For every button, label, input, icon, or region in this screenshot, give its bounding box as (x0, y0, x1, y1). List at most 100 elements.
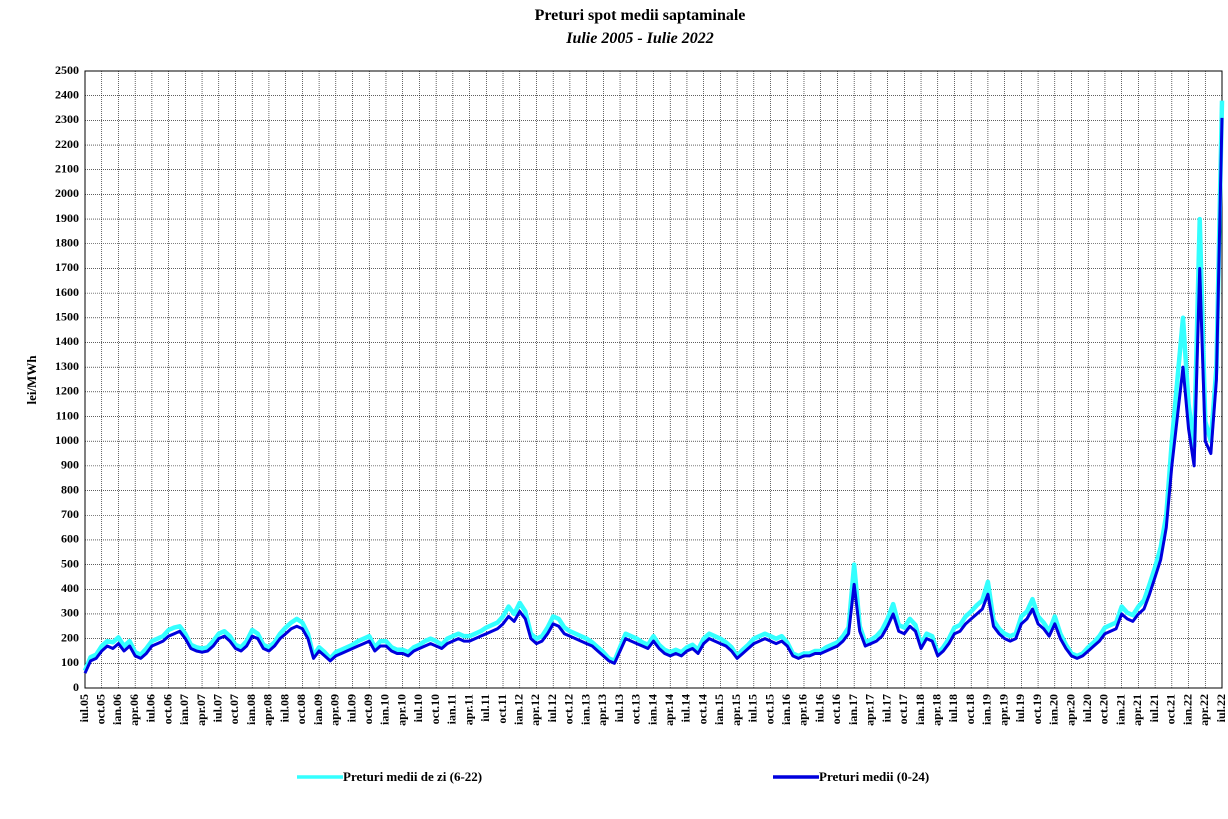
x-tick-label: apr.09 (328, 694, 342, 726)
x-tick-label: oct.05 (93, 694, 107, 724)
x-tick-label: apr.17 (863, 694, 877, 726)
x-tick-label: ian.11 (445, 694, 459, 724)
x-tick-label: iul.12 (545, 694, 559, 722)
x-tick-label: apr.10 (394, 694, 408, 726)
y-tick-label: 2200 (55, 137, 79, 151)
y-tick-label: 0 (73, 680, 79, 694)
x-tick-label: ian.10 (378, 694, 392, 725)
x-tick-label: apr.11 (461, 694, 475, 725)
x-tick-label: oct.10 (428, 694, 442, 724)
x-tick-label: apr.22 (1197, 694, 1211, 726)
y-tick-label: 1800 (55, 236, 79, 250)
x-tick-label: ian.08 (244, 694, 258, 725)
x-tick-label: apr.18 (930, 694, 944, 726)
x-tick-label: apr.21 (1130, 694, 1144, 726)
x-tick-label: iul.14 (679, 694, 693, 722)
x-tick-label: oct.18 (963, 694, 977, 724)
x-tick-label: iul.13 (612, 694, 626, 722)
x-tick-label: ian.22 (1180, 694, 1194, 725)
chart-title: Preturi spot medii saptaminale (535, 7, 746, 24)
y-axis-label: lei/MWh (24, 355, 39, 405)
chart-subtitle: Iulie 2005 - Iulie 2022 (565, 30, 714, 47)
x-tick-label: apr.16 (796, 694, 810, 726)
y-tick-label: 100 (61, 655, 79, 669)
x-tick-label: oct.08 (294, 694, 308, 724)
x-tick-label: apr.15 (729, 694, 743, 726)
x-tick-label: ian.14 (645, 694, 659, 725)
y-tick-label: 1100 (56, 408, 79, 422)
x-tick-label: iul.10 (411, 694, 425, 722)
y-tick-label: 300 (61, 606, 79, 620)
x-tick-label: ian.09 (311, 694, 325, 725)
x-tick-label: ian.21 (1113, 694, 1127, 725)
series-line (82, 100, 1225, 672)
x-tick-label: ian.20 (1047, 694, 1061, 725)
x-tick-label: iul.06 (144, 694, 158, 722)
y-tick-label: 1700 (55, 260, 79, 274)
x-tick-label: iul.05 (77, 694, 91, 722)
x-tick-label: apr.07 (194, 694, 208, 726)
y-tick-label: 700 (61, 507, 79, 521)
x-tick-label: oct.11 (495, 694, 509, 724)
y-tick-label: 200 (61, 630, 79, 644)
x-tick-label: ian.18 (913, 694, 927, 725)
y-tick-label: 2500 (55, 63, 79, 77)
x-tick-label: apr.19 (996, 694, 1010, 726)
y-tick-label: 1300 (55, 359, 79, 373)
y-tick-label: 2100 (55, 161, 79, 175)
legend-label: Preturi medii (0-24) (819, 769, 929, 784)
x-tick-label: iul.17 (879, 694, 893, 722)
y-tick-label: 500 (61, 556, 79, 570)
y-tick-label: 1900 (55, 211, 79, 225)
x-tick-label: oct.06 (160, 694, 174, 724)
x-tick-label: iul.22 (1214, 694, 1228, 722)
y-tick-label: 2300 (55, 112, 79, 126)
x-tick-label: oct.20 (1097, 694, 1111, 724)
x-tick-label: oct.14 (695, 694, 709, 724)
x-tick-label: apr.12 (528, 694, 542, 726)
x-tick-label: oct.19 (1030, 694, 1044, 724)
x-tick-label: ian.15 (712, 694, 726, 725)
x-tick-label: oct.07 (227, 694, 241, 724)
x-tick-label: oct.15 (762, 694, 776, 724)
y-tick-label: 600 (61, 532, 79, 546)
y-tick-label: 900 (61, 458, 79, 472)
x-tick-label: ian.17 (846, 694, 860, 725)
x-tick-label: iul.18 (946, 694, 960, 722)
x-tick-label: ian.16 (779, 694, 793, 725)
y-tick-label: 1400 (55, 334, 79, 348)
x-tick-label: iul.16 (812, 694, 826, 722)
x-tick-label: oct.17 (896, 694, 910, 724)
x-tick-label: iul.15 (746, 694, 760, 722)
x-tick-label: ian.19 (980, 694, 994, 725)
y-tick-label: 1200 (55, 384, 79, 398)
y-tick-label: 2000 (55, 186, 79, 200)
x-tick-label: iul.20 (1080, 694, 1094, 722)
x-tick-label: apr.13 (595, 694, 609, 726)
x-tick-label: iul.21 (1147, 694, 1161, 722)
y-tick-label: 400 (61, 581, 79, 595)
x-tick-label: oct.21 (1164, 694, 1178, 724)
x-tick-label: oct.12 (562, 694, 576, 724)
y-tick-label: 2400 (55, 87, 79, 101)
x-tick-label: ian.13 (578, 694, 592, 725)
x-tick-label: iul.11 (478, 694, 492, 722)
x-tick-label: iul.19 (1013, 694, 1027, 722)
x-tick-label: apr.20 (1063, 694, 1077, 726)
y-tick-label: 1000 (55, 433, 79, 447)
x-tick-label: apr.06 (127, 694, 141, 726)
y-tick-label: 1600 (55, 285, 79, 299)
plot-border (84, 70, 1223, 689)
x-tick-label: iul.07 (211, 694, 225, 722)
x-tick-label: ian.07 (177, 694, 191, 725)
x-tick-label: oct.16 (829, 694, 843, 724)
legend-label: Preturi medii de zi (6-22) (343, 769, 482, 784)
y-tick-label: 1500 (55, 310, 79, 324)
x-tick-label: apr.14 (662, 694, 676, 726)
series-line (83, 117, 1224, 674)
x-tick-label: ian.12 (511, 694, 525, 725)
x-tick-label: oct.09 (361, 694, 375, 724)
y-tick-label: 800 (61, 482, 79, 496)
x-tick-label: ian.06 (110, 694, 124, 725)
